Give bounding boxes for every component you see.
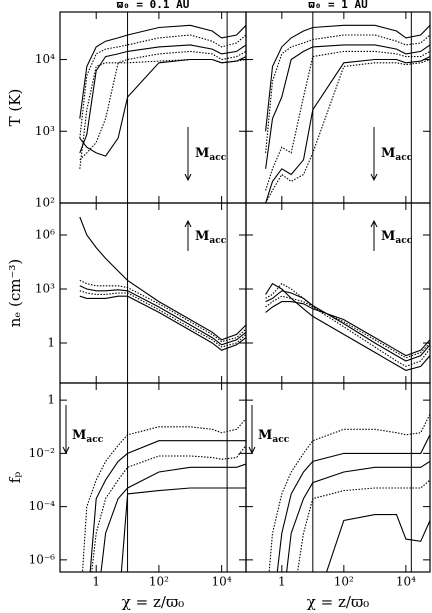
annotation: Macc: [381, 229, 413, 246]
y-tick-label: 10⁻⁶: [29, 552, 56, 566]
y-tick-label: 1: [47, 393, 55, 407]
curve: [79, 279, 246, 343]
curve: [120, 487, 246, 572]
annotation-main: M: [72, 428, 86, 443]
curve: [79, 56, 246, 157]
curve: [276, 434, 430, 572]
panel-title: ϖ₀ = 0.1 AU: [117, 0, 190, 11]
curve: [100, 463, 246, 572]
annotation-sub: acc: [86, 435, 103, 445]
annotation-sub: acc: [209, 153, 226, 163]
x-tick-label: 1: [92, 575, 100, 589]
y-axis-label: T (K): [6, 89, 24, 127]
curve: [79, 58, 246, 169]
y-tick-label: 10⁻⁴: [29, 499, 56, 513]
y-tick-label: 1: [47, 336, 55, 350]
annotation: Macc: [381, 146, 413, 163]
curve: [265, 56, 430, 203]
panel-title: ϖ₀ = 1 AU: [308, 0, 368, 11]
arrow-head: [370, 173, 378, 182]
y-tick-label: 10⁴: [35, 52, 55, 66]
x-tick-label: 10⁴: [212, 575, 232, 589]
curve: [79, 44, 246, 154]
x-tick-label: 10²: [149, 575, 169, 589]
annotation-main: M: [195, 146, 209, 161]
curve: [79, 295, 246, 351]
y-tick-label: 10⁶: [35, 228, 55, 242]
x-tick-label: 1: [278, 575, 286, 589]
x-axis-label: χ = z/ϖ₀: [122, 593, 184, 611]
y-axis-label: fₚ: [6, 472, 24, 484]
curve: [81, 418, 246, 572]
curve: [265, 24, 430, 132]
arrow-head: [370, 219, 378, 228]
annotation: Macc: [258, 428, 290, 445]
frame: [59, 202, 247, 384]
x-axis-label: χ = z/ϖ₀: [307, 593, 369, 611]
curve: [265, 58, 430, 203]
curve: [265, 301, 430, 357]
curve: [79, 34, 246, 139]
frame: [245, 382, 431, 573]
annotation-main: M: [381, 229, 395, 244]
arrow-head: [184, 173, 192, 182]
annotation-main: M: [195, 229, 209, 244]
annotation-sub: acc: [272, 435, 289, 445]
y-tick-label: 10⁻²: [29, 446, 56, 460]
annotation-sub: acc: [395, 153, 412, 163]
curve: [79, 285, 246, 346]
arrow-head: [248, 446, 256, 455]
curve: [265, 282, 430, 368]
annotation-sub: acc: [395, 236, 412, 246]
curve: [265, 50, 430, 191]
curve: [79, 24, 246, 119]
annotation-sub: acc: [209, 236, 226, 246]
annotation: Macc: [195, 229, 227, 246]
curve: [265, 34, 430, 153]
arrow-head: [184, 219, 192, 228]
curve: [325, 514, 430, 572]
curve: [89, 440, 246, 572]
frame: [59, 382, 247, 573]
annotation-main: M: [381, 146, 395, 161]
curve: [79, 50, 246, 161]
curve: [286, 460, 430, 572]
y-axis-label: nₑ (cm⁻³): [6, 259, 24, 328]
curve: [265, 282, 430, 371]
curve: [91, 445, 246, 572]
curve: [265, 44, 430, 169]
y-tick-label: 10³: [35, 282, 55, 296]
y-tick-label: 10²: [35, 196, 55, 210]
y-tick-label: 10³: [35, 124, 55, 138]
annotation: Macc: [72, 428, 104, 445]
arrow-head: [62, 446, 70, 455]
frame: [245, 11, 431, 204]
frame: [59, 11, 247, 204]
curve: [265, 295, 430, 359]
x-tick-label: 10⁴: [396, 575, 416, 589]
x-tick-label: 10²: [334, 575, 354, 589]
curve: [79, 216, 246, 341]
curve: [268, 413, 430, 572]
curve: [79, 290, 246, 348]
annotation: Macc: [195, 146, 227, 163]
annotation-main: M: [258, 428, 272, 443]
